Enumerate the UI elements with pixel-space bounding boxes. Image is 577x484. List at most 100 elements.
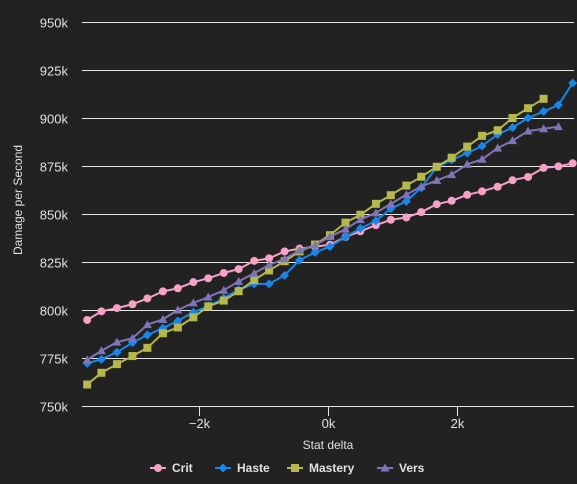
haste-data-point: [539, 106, 549, 116]
legend-item-haste[interactable]: Haste: [215, 461, 270, 475]
crit-data-point: [143, 294, 152, 303]
vers-data-point: [523, 126, 533, 135]
crit-data-point: [539, 163, 548, 172]
vers-data-point: [340, 224, 350, 233]
legend-label: Haste: [237, 461, 270, 475]
y-tick-label: 800k: [40, 304, 69, 319]
crit-data-point: [386, 215, 395, 224]
haste-data-point: [96, 354, 106, 364]
haste-data-point: [295, 255, 305, 265]
crit-data-point: [417, 208, 426, 217]
vers-data-point: [96, 346, 106, 355]
crit-data-point: [432, 200, 441, 209]
crit-data-point: [524, 172, 533, 181]
crit-data-point: [128, 300, 137, 309]
haste-data-point: [142, 330, 152, 340]
vers-data-point: [127, 333, 137, 342]
series-layer: [82, 78, 577, 389]
mastery-data-point: [97, 368, 106, 377]
y-tick-label: 850k: [40, 208, 69, 223]
legend-item-crit[interactable]: Crit: [150, 461, 193, 475]
vers-data-point: [416, 182, 426, 191]
vers-data-point: [112, 337, 122, 346]
mastery-data-point: [539, 94, 548, 103]
mastery-data-point: [158, 329, 167, 338]
mastery-data-point: [356, 210, 365, 219]
vers-data-point: [188, 298, 198, 307]
legend-label: Mastery: [309, 461, 355, 475]
crit-data-point: [112, 304, 121, 313]
vers-data-point: [386, 199, 396, 208]
x-tick-label: 2k: [451, 416, 465, 431]
haste-data-point: [280, 270, 290, 280]
legend-symbol: [291, 464, 299, 472]
vers-data-point: [493, 143, 503, 152]
vers-data-point: [219, 285, 229, 294]
crit-data-point: [568, 159, 577, 168]
y-tick-label: 750k: [40, 400, 69, 415]
vers-data-point: [280, 254, 290, 263]
crit-data-point: [493, 182, 502, 191]
vers-data-point: [310, 240, 320, 249]
legend-item-mastery[interactable]: Mastery: [287, 461, 355, 475]
mastery-data-point: [524, 104, 533, 113]
mastery-data-point: [265, 266, 274, 275]
haste-data-point: [568, 78, 577, 88]
mastery-data-point: [341, 218, 350, 227]
mastery-data-point: [234, 287, 243, 296]
y-tick-label: 875k: [40, 160, 69, 175]
haste-data-point: [553, 100, 563, 110]
y-tick-label: 775k: [40, 352, 69, 367]
mastery-data-point: [478, 131, 487, 140]
vers-data-point: [462, 159, 472, 168]
crit-data-point: [402, 213, 411, 222]
haste-data-point: [508, 123, 517, 133]
mastery-data-point: [386, 191, 395, 200]
crit-data-point: [554, 162, 563, 171]
mastery-data-point: [112, 360, 121, 369]
grid-lines: [82, 22, 574, 407]
haste-data-point: [523, 113, 533, 123]
haste-data-point: [401, 196, 411, 206]
y-axis-title: Damage per Second: [11, 145, 25, 255]
vers-data-point: [508, 136, 517, 145]
crit-data-point: [250, 256, 259, 265]
legend-label: Vers: [399, 461, 425, 475]
legend-label: Crit: [172, 461, 193, 475]
mastery-data-point: [173, 323, 182, 332]
legend-item-vers[interactable]: Vers: [377, 461, 425, 475]
mastery-data-point: [189, 313, 198, 322]
crit-data-point: [508, 176, 517, 185]
legend-symbol: [218, 463, 228, 473]
x-tick-label: 0k: [322, 416, 336, 431]
vers-data-point: [539, 124, 549, 133]
vers-data-point: [234, 276, 244, 285]
vers-data-point: [158, 314, 168, 323]
vers-data-point: [203, 292, 213, 301]
haste-data-point: [310, 247, 320, 257]
crit-data-point: [280, 247, 289, 256]
haste-data-point: [462, 148, 472, 158]
crit-data-point: [97, 307, 106, 316]
vers-data-point: [142, 320, 152, 329]
vers-data-point: [355, 215, 365, 224]
vers-data-point: [82, 355, 92, 364]
vers-data-point: [432, 175, 442, 184]
mastery-data-point: [432, 162, 441, 171]
mastery-data-point: [128, 352, 137, 361]
y-tick-label: 925k: [40, 64, 69, 79]
crit-data-point: [189, 278, 198, 287]
crit-data-point: [463, 190, 472, 199]
mastery-data-point: [417, 172, 426, 181]
vers-data-point: [401, 190, 411, 199]
haste-data-point: [173, 316, 183, 326]
vers-data-point: [325, 232, 335, 241]
legend-symbol: [380, 463, 390, 472]
haste-data-point: [112, 347, 122, 357]
x-axis-title: Stat delta: [303, 438, 354, 452]
mastery-data-point: [204, 302, 213, 311]
mastery-data-point: [508, 114, 517, 122]
vers-data-point: [173, 305, 183, 314]
